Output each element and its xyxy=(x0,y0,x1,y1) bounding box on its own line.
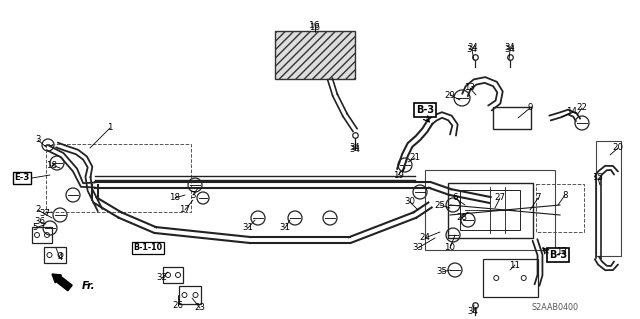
Text: 26: 26 xyxy=(173,300,184,309)
Text: 33: 33 xyxy=(413,243,424,253)
Bar xyxy=(447,182,532,238)
Text: 29: 29 xyxy=(445,91,456,100)
Bar xyxy=(45,144,191,212)
Text: B-3: B-3 xyxy=(416,105,434,115)
FancyArrow shape xyxy=(52,274,72,291)
Text: 3: 3 xyxy=(35,136,41,145)
Bar xyxy=(536,184,584,232)
Text: S2AAB0400: S2AAB0400 xyxy=(531,303,579,313)
Text: 8: 8 xyxy=(563,190,568,199)
Text: 10: 10 xyxy=(445,243,456,253)
Text: 13: 13 xyxy=(465,84,476,93)
Bar xyxy=(460,190,520,230)
Text: 31: 31 xyxy=(243,224,253,233)
Text: 25: 25 xyxy=(435,201,445,210)
Text: B-1-10: B-1-10 xyxy=(133,243,163,253)
Text: 4: 4 xyxy=(57,254,63,263)
Text: 34: 34 xyxy=(349,144,360,152)
Bar xyxy=(493,107,531,129)
Text: 35: 35 xyxy=(436,268,447,277)
Bar xyxy=(483,259,538,297)
Text: 16: 16 xyxy=(310,23,321,32)
Text: 2: 2 xyxy=(35,205,41,214)
Bar xyxy=(595,140,621,256)
Text: 12: 12 xyxy=(557,248,568,256)
Text: 7: 7 xyxy=(535,194,541,203)
Text: 34: 34 xyxy=(467,46,477,55)
Text: 34: 34 xyxy=(468,43,478,53)
Text: 3: 3 xyxy=(190,190,196,199)
Text: 1: 1 xyxy=(108,123,113,132)
Text: 34: 34 xyxy=(467,308,479,316)
Text: 5: 5 xyxy=(32,224,38,233)
Text: 23: 23 xyxy=(195,303,205,313)
Text: 28: 28 xyxy=(456,213,467,222)
Text: 14: 14 xyxy=(566,108,577,116)
Text: 30: 30 xyxy=(404,197,415,206)
Bar xyxy=(179,286,201,304)
Text: 24: 24 xyxy=(419,234,431,242)
Text: E-3: E-3 xyxy=(14,174,29,182)
Text: 15: 15 xyxy=(593,174,604,182)
Text: 27: 27 xyxy=(495,194,506,203)
Text: 20: 20 xyxy=(612,144,623,152)
Bar xyxy=(163,267,183,283)
Text: 21: 21 xyxy=(410,153,420,162)
Text: 18: 18 xyxy=(47,160,58,169)
Text: 32: 32 xyxy=(157,273,168,283)
Text: 36: 36 xyxy=(35,218,45,226)
Text: 22: 22 xyxy=(577,103,588,113)
Text: 34: 34 xyxy=(504,46,515,55)
Text: 37: 37 xyxy=(40,209,51,218)
Text: 11: 11 xyxy=(509,261,520,270)
Text: 34: 34 xyxy=(349,145,360,154)
Text: 16: 16 xyxy=(309,21,321,31)
Text: 9: 9 xyxy=(527,103,532,113)
Text: 31: 31 xyxy=(280,224,291,233)
Bar xyxy=(275,31,355,79)
Text: 6: 6 xyxy=(452,194,458,203)
Text: 18: 18 xyxy=(170,194,180,203)
Text: 19: 19 xyxy=(392,170,403,180)
Bar xyxy=(425,170,555,250)
Text: Fr.: Fr. xyxy=(82,281,95,291)
Text: B-3: B-3 xyxy=(549,250,567,260)
Bar xyxy=(44,247,66,263)
Text: 34: 34 xyxy=(505,43,515,53)
Text: 17: 17 xyxy=(179,205,191,214)
Bar xyxy=(32,227,52,243)
